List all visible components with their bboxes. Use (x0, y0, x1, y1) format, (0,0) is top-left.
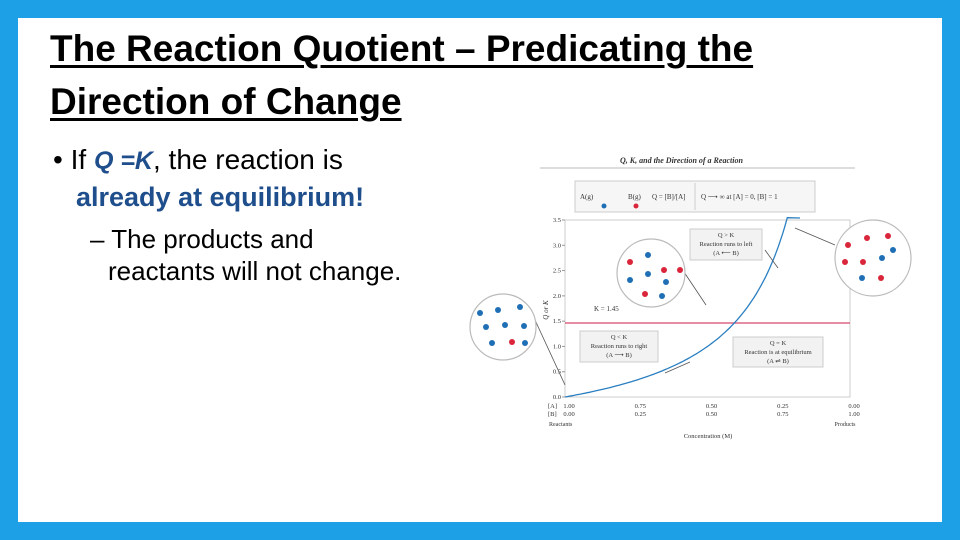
legend-text: A(g) (580, 193, 594, 201)
dot (645, 252, 651, 258)
bullet-lead: If (70, 144, 94, 175)
y-tick-label: 1.5 (553, 318, 561, 325)
box-head: Q < K (611, 334, 628, 341)
row-label: [A] (548, 403, 557, 410)
bullet: • If Q =K, the reaction is (53, 144, 343, 176)
dot (864, 235, 870, 241)
row-value: 0.25 (635, 411, 646, 418)
k-label: K = 1.45 (594, 305, 619, 313)
dot (521, 323, 527, 329)
y-tick-label: 0.5 (553, 369, 561, 376)
dot (677, 267, 683, 273)
legend-text: Q ⟶ ∞ at [A] = 0, [B] = 1 (701, 193, 778, 201)
q-curve (564, 217, 801, 398)
sub-bullet: – The products and (90, 224, 314, 255)
box-body: Reaction runs to left (700, 241, 753, 248)
box (732, 336, 824, 368)
pointer (794, 227, 836, 246)
legend-text: B(g) (628, 193, 642, 201)
dot (601, 203, 607, 209)
row-value: 0.75 (777, 411, 788, 418)
row-value: 0.25 (777, 403, 788, 410)
y-tick-label: 2.5 (553, 268, 561, 275)
y-axis-label: Q or K (542, 300, 550, 320)
dot (859, 275, 865, 281)
x-rows: [A] [B] Reactants Products Concentration… (548, 403, 860, 440)
box (579, 330, 659, 363)
box-body: Reaction is at equilibrium (744, 349, 811, 356)
dot (645, 271, 651, 277)
title-line: The Reaction Quotient – Predicating the (50, 28, 754, 69)
dot (522, 340, 528, 346)
box-arrow: (A ⇌ B) (767, 358, 789, 365)
dot (495, 307, 501, 313)
pointer (683, 271, 707, 306)
box-arrow: (A ⟵ B) (713, 250, 739, 257)
dot (477, 310, 483, 316)
y-tick-label: 2.0 (553, 293, 561, 300)
sample-circle (834, 219, 912, 297)
box-head: Q > K (718, 232, 735, 239)
pointer (534, 319, 566, 386)
box-head: Q = K (770, 340, 787, 347)
row-value: 1.00 (848, 411, 859, 418)
bullet-line: already at equilibrium! (76, 182, 365, 212)
legend-text: Q = [B]/[A] (652, 193, 686, 201)
box-body: Reaction runs to right (591, 343, 648, 350)
title-line: Direction of Change (50, 81, 402, 122)
dot (642, 291, 648, 297)
dot (885, 233, 891, 239)
sub-line: reactants will not change. (108, 256, 402, 286)
x-right: Products (835, 422, 857, 428)
row-value: 0.00 (563, 411, 574, 418)
y-tick-label: 0.0 (553, 394, 561, 401)
sub-dash: – (90, 224, 105, 254)
dot (633, 203, 639, 209)
row-value: 1.00 (563, 403, 574, 410)
dots (477, 233, 896, 346)
sub-line: The products and (111, 224, 314, 254)
dot (627, 277, 633, 283)
dot (845, 242, 851, 248)
pointer (664, 361, 691, 374)
row-value: 0.00 (848, 403, 859, 410)
bullet-emphasis: Q =K (93, 147, 153, 175)
dot (661, 267, 667, 273)
x-axis-label: Concentration (M) (684, 433, 733, 440)
dot (860, 259, 866, 265)
dot (517, 304, 523, 310)
dot (879, 255, 885, 261)
row-label: [B] (548, 411, 557, 418)
bullet-marker: • (53, 144, 63, 175)
dot (502, 322, 508, 328)
y-tick-label: 3.5 (553, 217, 561, 224)
dot (890, 247, 896, 253)
dot (489, 340, 495, 346)
pointer (764, 249, 779, 269)
dot (663, 279, 669, 285)
dot (842, 259, 848, 265)
figure-title: Q, K, and the Direction of a Reaction (620, 156, 743, 165)
dot (878, 275, 884, 281)
box-arrow: (A ⟶ B) (606, 352, 632, 359)
dot (509, 339, 515, 345)
row-value: 0.50 (706, 411, 717, 418)
pointers (534, 227, 836, 386)
dot (483, 324, 489, 330)
bullet-rest: , the reaction is (152, 144, 343, 175)
dot (627, 259, 633, 265)
y-tick-label: 3.0 (553, 242, 561, 249)
y-tick-label: 1.0 (553, 343, 561, 350)
x-left: Reactants (549, 422, 573, 428)
box (689, 228, 763, 261)
dot (659, 293, 665, 299)
row-value: 0.75 (635, 403, 646, 410)
sample-circle (616, 238, 686, 308)
row-value: 0.50 (706, 403, 717, 410)
